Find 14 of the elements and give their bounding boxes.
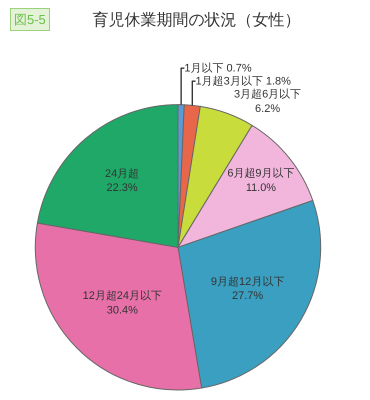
slice-label: 9月超12月以下 bbox=[210, 274, 284, 288]
slice-label: 6月超9月以下 bbox=[227, 166, 295, 180]
slice-label: 24月超 bbox=[104, 168, 140, 180]
slice-label: 12月超24月以下 bbox=[82, 289, 162, 302]
data-label: 27.7% bbox=[232, 290, 264, 302]
data-label: 22.3% bbox=[106, 182, 138, 194]
slice-label: 1月超3月以下 1.8% bbox=[196, 74, 292, 88]
data-label: 30.4% bbox=[106, 304, 138, 316]
chart-title: 育児休業期間の状況（女性） bbox=[92, 11, 300, 30]
caption: 図5-5 bbox=[14, 12, 46, 27]
data-label: 11.0% bbox=[246, 182, 276, 194]
data-label: 6.2% bbox=[255, 102, 280, 115]
slice-label: 3月超6月以下 bbox=[234, 88, 302, 101]
slice-label: 1月以下 0.7% bbox=[184, 62, 252, 75]
